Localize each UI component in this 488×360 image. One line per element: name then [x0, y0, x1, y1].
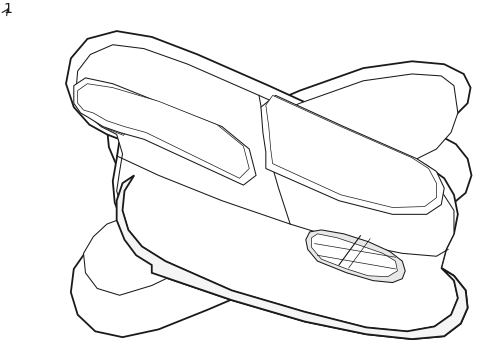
Polygon shape	[71, 61, 470, 337]
Polygon shape	[74, 78, 256, 185]
Polygon shape	[305, 230, 405, 283]
Polygon shape	[78, 84, 249, 178]
Text: 1: 1	[4, 1, 13, 15]
Polygon shape	[265, 95, 435, 207]
Polygon shape	[76, 45, 457, 331]
Polygon shape	[83, 74, 457, 295]
Polygon shape	[311, 234, 397, 277]
Polygon shape	[261, 95, 443, 214]
Polygon shape	[66, 31, 467, 339]
Polygon shape	[117, 175, 467, 339]
